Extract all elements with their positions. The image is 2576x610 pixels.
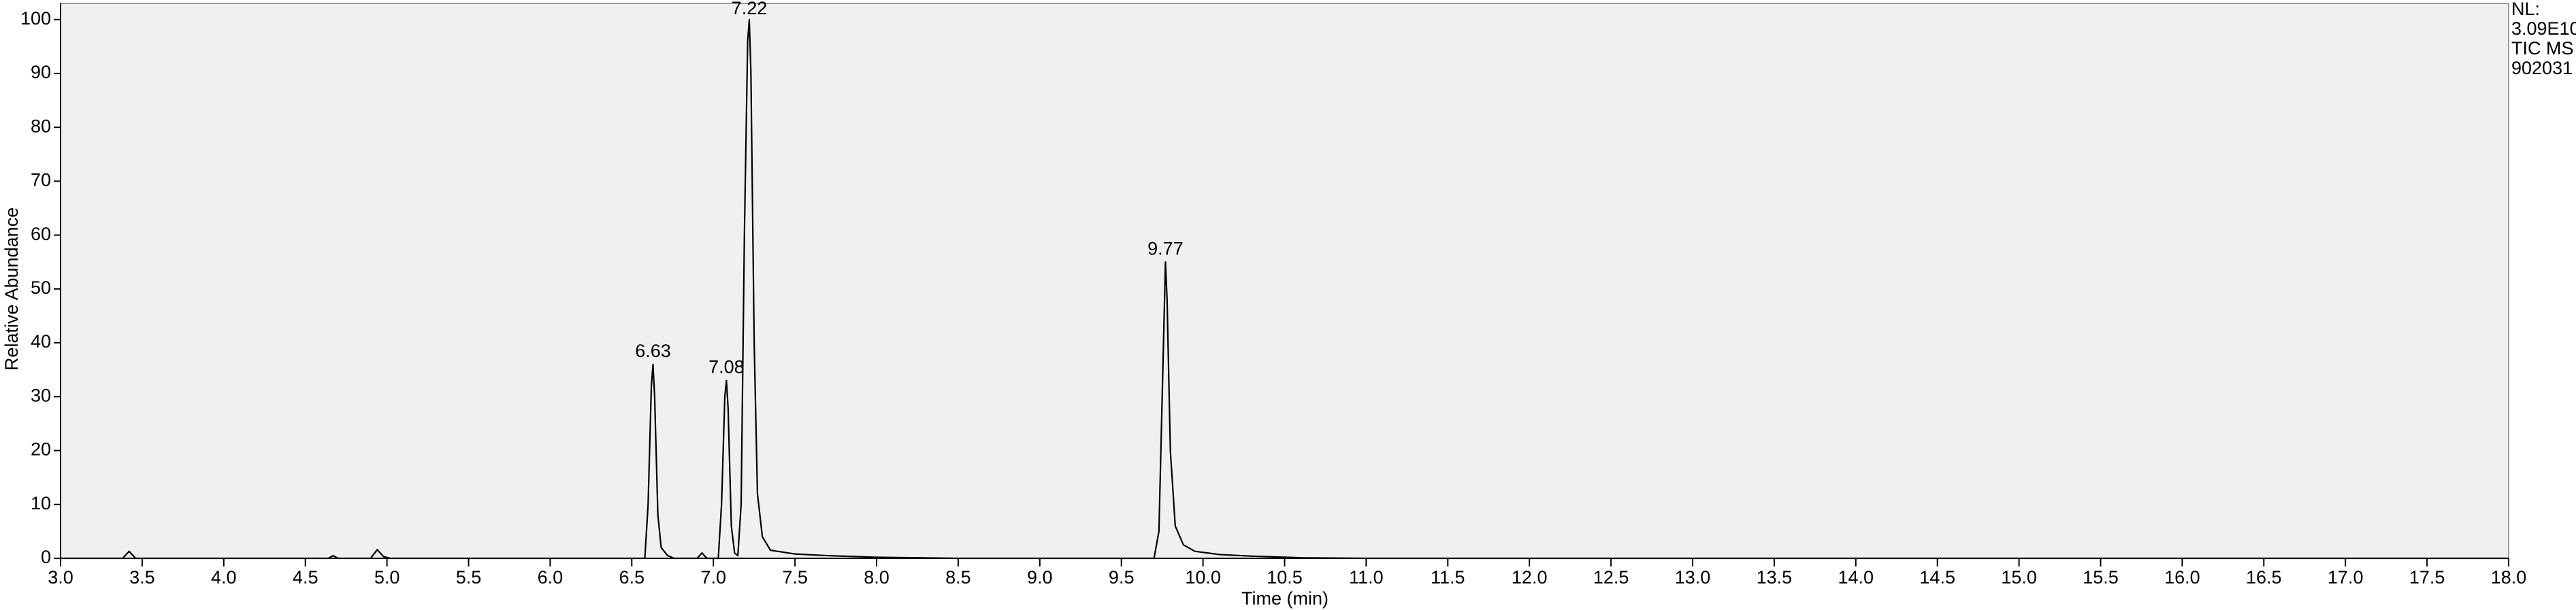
x-tick-label: 3.0: [48, 567, 74, 588]
peak-label: 9.77: [1147, 238, 1184, 258]
y-tick-label: 40: [31, 331, 51, 352]
x-tick-label: 17.5: [2409, 567, 2445, 588]
x-tick-label: 14.5: [1919, 567, 1955, 588]
x-axis-label: Time (min): [1241, 588, 1328, 609]
y-axis-label: Relative Abundance: [1, 207, 22, 371]
y-tick-label: 80: [31, 116, 51, 136]
x-tick-label: 16.5: [2246, 567, 2282, 588]
x-tick-label: 7.5: [782, 567, 808, 588]
y-tick-label: 10: [31, 493, 51, 513]
peak-label: 7.22: [732, 0, 768, 18]
plot-area: [60, 3, 2509, 559]
x-tick-label: 10.5: [1267, 567, 1303, 588]
x-tick-label: 11.5: [1431, 567, 1465, 588]
y-tick-label: 60: [31, 224, 51, 244]
x-tick-label: 18.0: [2491, 567, 2527, 588]
y-tick-label: 0: [41, 547, 51, 567]
x-tick-label: 9.0: [1027, 567, 1053, 588]
trace: [61, 18, 2509, 560]
x-tick-label: 12.0: [1512, 567, 1548, 588]
x-tick-label: 12.5: [1593, 567, 1629, 588]
x-tick-label: 8.5: [945, 567, 971, 588]
x-tick-label: 9.5: [1109, 567, 1135, 588]
x-tick-label: 4.0: [211, 567, 237, 588]
header-line: 902031: [2511, 58, 2573, 78]
x-tick-label: 13.0: [1675, 567, 1711, 588]
x-tick-label: 8.0: [864, 567, 890, 588]
x-tick-label: 13.5: [1757, 567, 1793, 588]
header-line: TIC MS: [2511, 38, 2574, 58]
header-line: 3.09E10: [2511, 18, 2576, 39]
x-tick-label: 5.0: [374, 567, 400, 588]
x-tick-label: 16.0: [2164, 567, 2200, 588]
y-tick-label: 30: [31, 385, 51, 405]
peak-label: 7.08: [708, 357, 745, 377]
x-tick-label: 6.0: [538, 567, 564, 588]
x-tick-label: 10.0: [1185, 567, 1221, 588]
x-tick-label: 6.5: [619, 567, 645, 588]
x-tick-label: 11.0: [1349, 567, 1384, 588]
header-line: NL:: [2511, 0, 2540, 19]
x-tick-label: 4.5: [293, 567, 319, 588]
y-tick-label: 50: [31, 277, 51, 298]
y-tick-label: 70: [31, 170, 51, 190]
y-tick-label: 20: [31, 439, 51, 460]
y-tick-label: 90: [31, 62, 51, 82]
peak-label: 6.63: [635, 341, 671, 361]
y-tick-label: 100: [20, 8, 51, 29]
x-tick-label: 15.5: [2083, 567, 2119, 588]
x-tick-label: 17.0: [2328, 567, 2364, 588]
x-tick-label: 14.0: [1838, 567, 1874, 588]
x-tick-label: 5.5: [456, 567, 482, 588]
x-tick-label: 15.0: [2001, 567, 2037, 588]
x-tick-label: 7.0: [700, 567, 726, 588]
x-tick-label: 3.5: [129, 567, 155, 588]
